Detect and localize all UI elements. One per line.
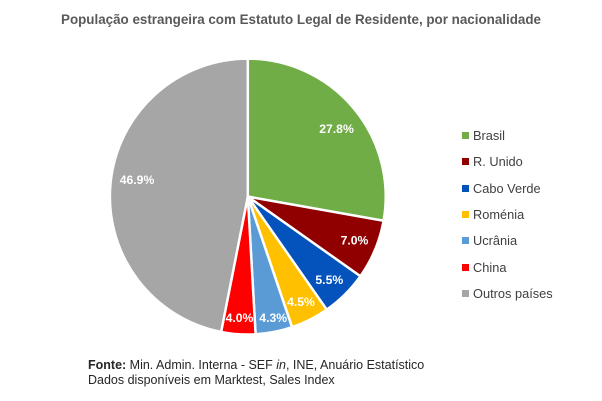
svg-text:4.0%: 4.0%: [226, 311, 254, 325]
svg-text:46.9%: 46.9%: [120, 173, 155, 187]
svg-text:5.5%: 5.5%: [315, 273, 343, 287]
svg-text:7.0%: 7.0%: [341, 234, 369, 248]
svg-text:4.5%: 4.5%: [287, 295, 315, 309]
svg-text:27.8%: 27.8%: [319, 122, 354, 136]
svg-text:4.3%: 4.3%: [259, 311, 287, 325]
